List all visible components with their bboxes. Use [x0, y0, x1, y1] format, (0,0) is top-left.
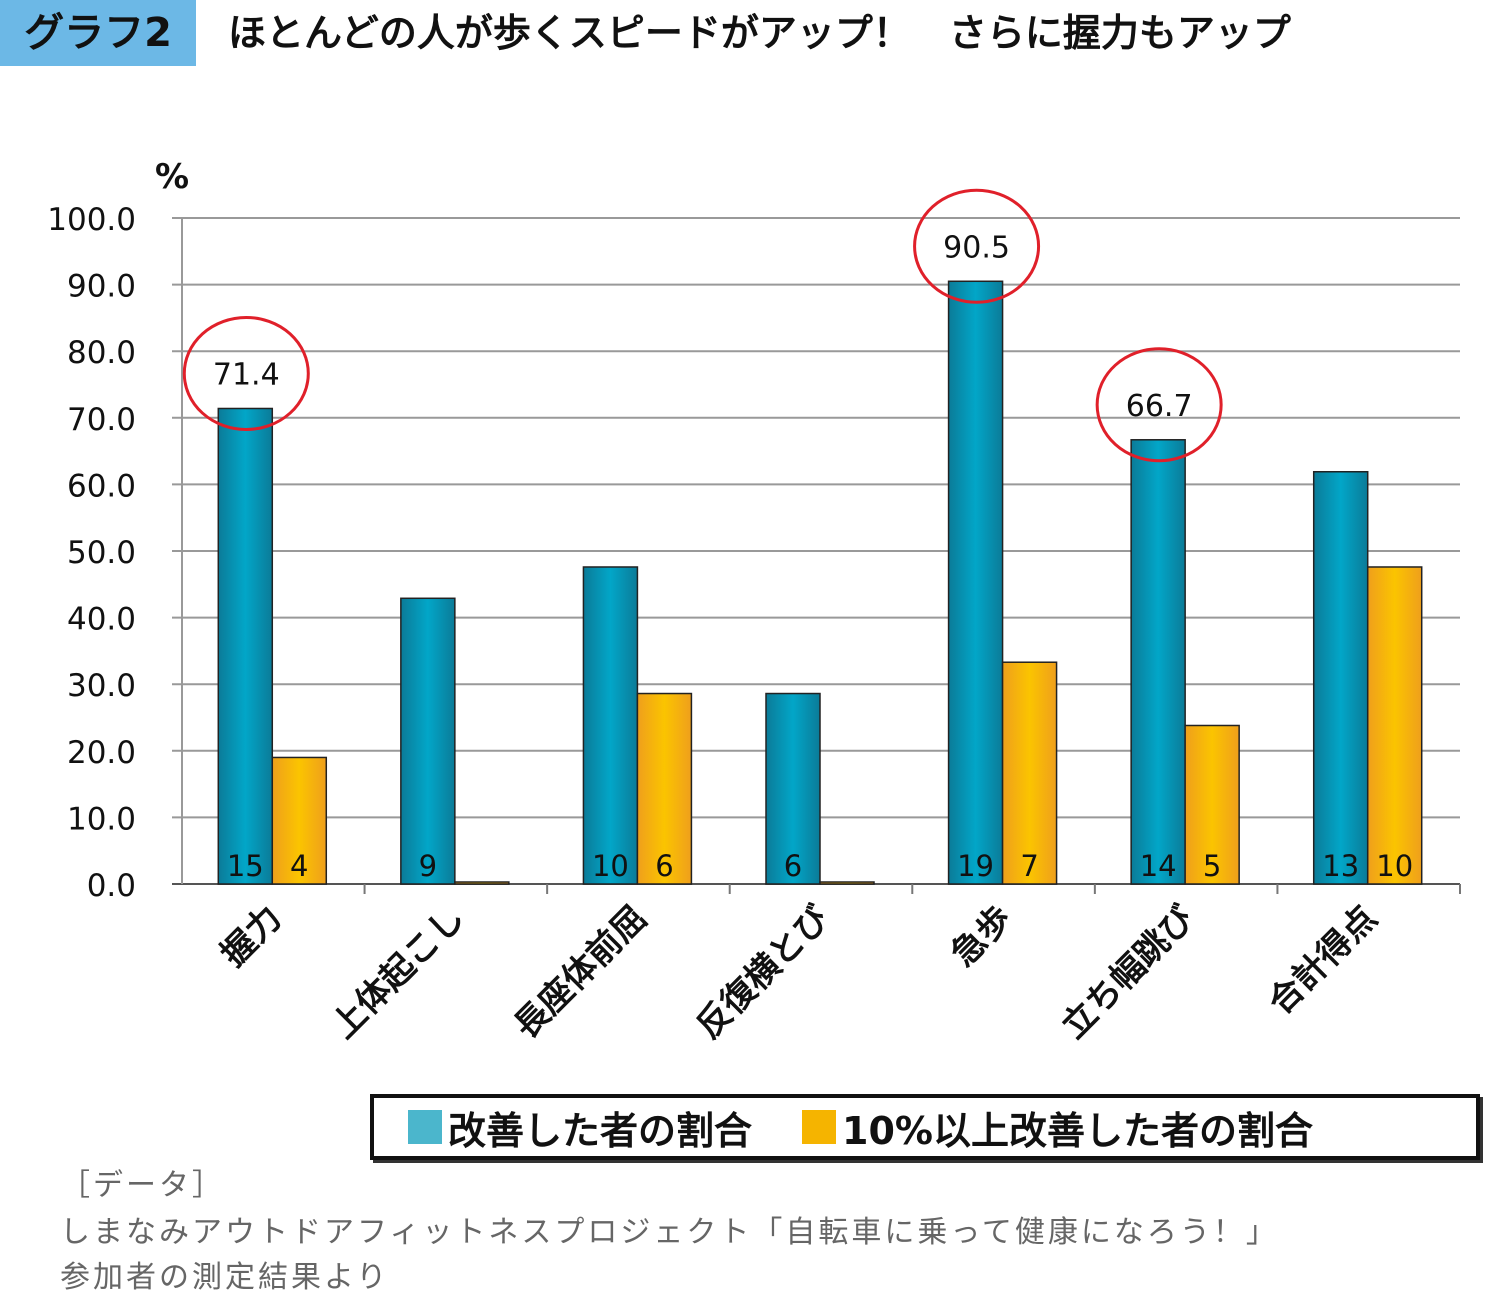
y-tick-label: 90.0 — [67, 269, 136, 305]
y-tick-label: 70.0 — [67, 402, 136, 438]
value-label: 71.4 — [213, 357, 280, 392]
legend-label: 10%以上改善した者の割合 — [842, 1108, 1313, 1153]
bar-count-label: 14 — [1140, 849, 1177, 883]
graph-badge: グラフ2 — [0, 0, 196, 66]
y-tick-label: 20.0 — [67, 735, 136, 771]
bar-improved — [217, 407, 274, 885]
bar-improved-10pct — [454, 881, 510, 885]
bar-count-label: 13 — [1322, 849, 1359, 883]
bar-improved — [947, 280, 1004, 885]
bar-chart: % 0.0 10.0 20.0 30.0 40.0 50.0 60.0 70.0 80.0 90.… — [47, 157, 1461, 1047]
y-tick-label: 50.0 — [67, 535, 136, 571]
x-tick-label: 急歩 — [944, 898, 1020, 974]
bar-improved-10pct — [271, 756, 328, 885]
bar-count-label: 4 — [290, 849, 308, 883]
y-tick-label: 80.0 — [67, 335, 136, 371]
legend-swatch-blue — [408, 1110, 442, 1144]
bar-improved — [1130, 439, 1186, 885]
footer-note: 参加者の測定結果より — [60, 1260, 390, 1295]
footer-data-label: ［データ］ — [60, 1168, 225, 1203]
legend-item-improved-10pct: 10%以上改善した者の割合 — [802, 1100, 1313, 1155]
bar-improved — [400, 597, 456, 885]
bar-improved-10pct — [636, 692, 693, 885]
footer-source: しまなみアウトドアフィットネスプロジェクト「自転車に乗って健康になろう！」 — [60, 1215, 1279, 1250]
x-tick-label: 上体起こし — [324, 898, 472, 1046]
bar-count-label: 9 — [419, 849, 437, 883]
y-tick-label: 100.0 — [47, 202, 136, 238]
bar-improved — [582, 566, 639, 885]
y-tick-label: 30.0 — [67, 668, 136, 704]
bar-improved-10pct — [819, 881, 875, 885]
bar-improved-10pct — [1366, 566, 1423, 885]
x-tick-label: 合計得点 — [1261, 898, 1385, 1022]
bar-improved-10pct — [1001, 661, 1058, 885]
bar-count-label: 7 — [1020, 849, 1038, 883]
value-label: 90.5 — [943, 230, 1010, 265]
bar-count-label: 6 — [784, 849, 802, 883]
bar-count-label: 15 — [227, 849, 264, 883]
bar-count-label: 6 — [655, 849, 673, 883]
bar-improved — [1312, 470, 1369, 885]
bar-improved — [765, 692, 821, 885]
bar-count-label: 10 — [1376, 849, 1413, 883]
y-tick-label: 40.0 — [67, 602, 136, 638]
x-tick-label: 反復横とび — [689, 898, 837, 1046]
y-tick-label: 0.0 — [87, 868, 136, 904]
value-label: 66.7 — [1126, 389, 1193, 424]
y-tick-label: 10.0 — [67, 801, 136, 837]
highlight-circle — [1095, 347, 1223, 463]
highlight-circle — [913, 188, 1041, 304]
bar-count-label: 5 — [1203, 849, 1221, 883]
bar-count-label: 10 — [592, 849, 629, 883]
legend-item-improved: 改善した者の割合 — [408, 1100, 752, 1155]
highlight-circle — [182, 315, 310, 431]
legend: 改善した者の割合 10%以上改善した者の割合 — [370, 1094, 1480, 1160]
bar-count-label: 19 — [957, 849, 994, 883]
y-tick-label: 60.0 — [67, 468, 136, 504]
chart-headline: ほとんどの人が歩くスピードがアップ！ さらに握力もアップ — [228, 11, 1291, 55]
legend-label: 改善した者の割合 — [448, 1108, 753, 1153]
y-axis-label: % — [155, 157, 189, 197]
x-tick-label: 立ち幅跳び — [1054, 898, 1202, 1046]
legend-swatch-orange — [802, 1110, 837, 1144]
bar-improved-10pct — [1184, 724, 1240, 885]
x-tick-label: 長座体前屈 — [506, 898, 654, 1046]
x-tick-label: 握力 — [213, 898, 289, 974]
